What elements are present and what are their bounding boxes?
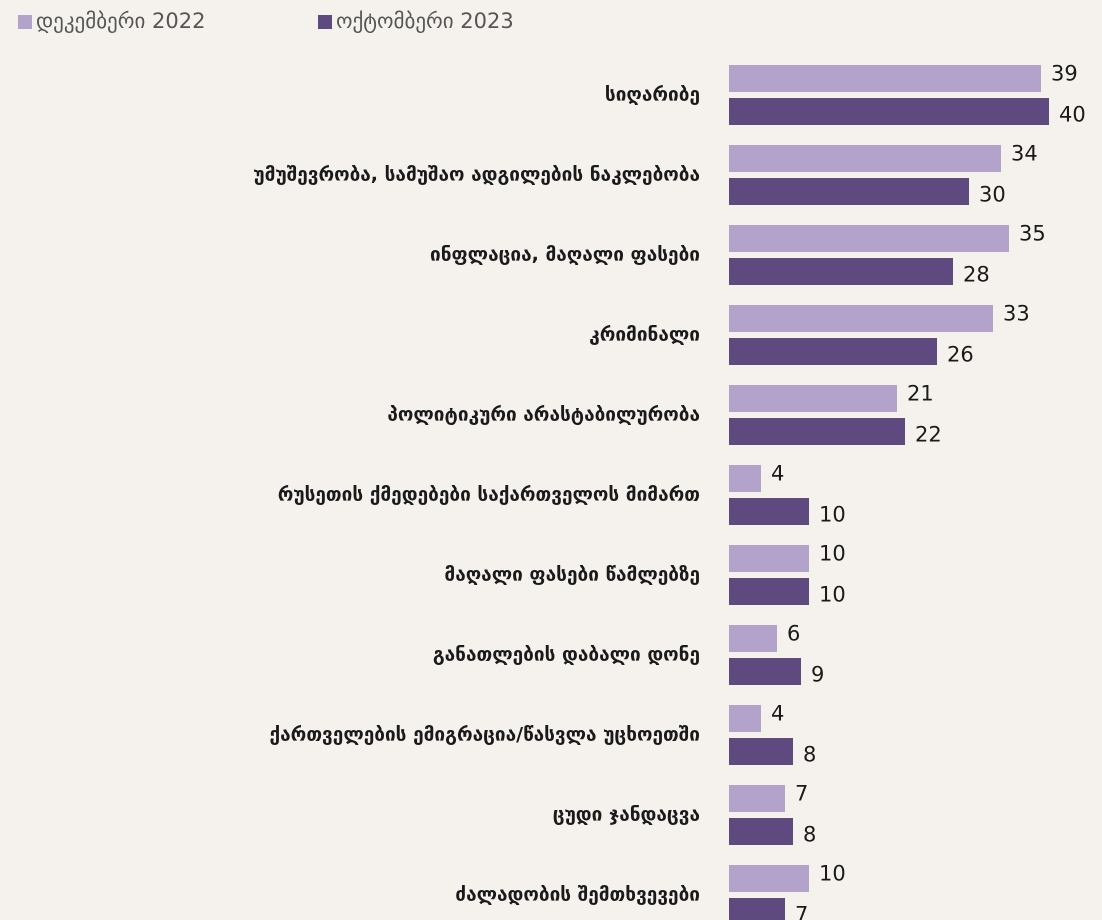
value-label: 39 [1051,62,1078,86]
value-label: 10 [819,583,846,607]
value-label: 40 [1059,103,1086,127]
bar [729,98,1049,125]
bar [729,898,785,920]
value-label: 9 [811,663,824,687]
value-label: 34 [1011,142,1038,166]
category-label: რუსეთის ქმედებები საქართველოს მიმართ [278,484,700,506]
bar [729,865,809,892]
value-label: 26 [947,343,974,367]
bar [729,578,809,605]
legend-label: ოქტომბერი 2023 [336,9,514,33]
category-label: უმუშევრობა, სამუშაო ადგილების ნაკლებობა [253,164,700,186]
value-label: 7 [795,903,808,920]
category-label: კრიმინალი [589,324,700,346]
bar [729,738,793,765]
bar [729,658,801,685]
bar [729,338,937,365]
bar [729,465,761,492]
bar [729,705,761,732]
category-label: მაღალი ფასები წამლებზე [444,564,700,586]
value-label: 21 [907,382,934,406]
bar [729,785,785,812]
value-label: 4 [771,462,784,486]
value-label: 10 [819,503,846,527]
value-label: 10 [819,862,846,886]
bar [729,178,969,205]
legend-swatch [318,15,332,29]
category-label: განათლების დაბალი დონე [433,644,700,666]
bar [729,385,897,412]
legend-label: დეკემბერი 2022 [36,9,205,33]
bar [729,305,993,332]
category-label: სიღარიბე [605,84,700,106]
category-label: პოლიტიკური არასტაბილურობა [387,404,700,426]
bar [729,418,905,445]
value-label: 30 [979,183,1006,207]
value-label: 8 [803,823,816,847]
bar [729,625,777,652]
category-label: ინფლაცია, მაღალი ფასები [430,244,700,266]
bar [729,225,1009,252]
value-label: 10 [819,542,846,566]
value-label: 8 [803,743,816,767]
legend-swatch [18,15,32,29]
value-label: 35 [1019,222,1046,246]
value-label: 33 [1003,302,1030,326]
category-label: ცუდი ჯანდაცვა [553,804,700,826]
category-label: ქართველების ემიგრაცია/წასვლა უცხოეთში [270,724,700,746]
value-label: 7 [795,782,808,806]
bar [729,498,809,525]
bar [729,65,1041,92]
bar [729,545,809,572]
category-label: ძალადობის შემთხვევები [455,884,700,906]
bar [729,818,793,845]
bar [729,145,1001,172]
value-label: 4 [771,702,784,726]
value-label: 28 [963,263,990,287]
value-label: 22 [915,423,942,447]
bar [729,258,953,285]
value-label: 6 [787,622,800,646]
